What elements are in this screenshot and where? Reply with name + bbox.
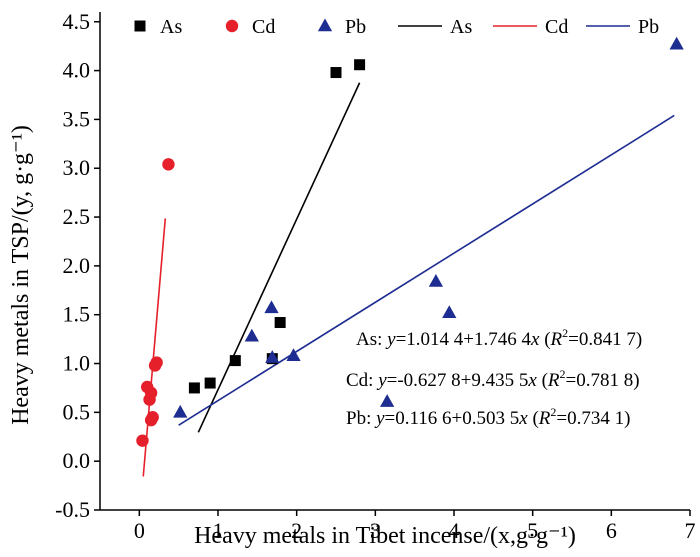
legend-marker-pb bbox=[317, 18, 333, 32]
legend-marker-as bbox=[134, 20, 146, 32]
x-axis-title: Heavy metals in Tibet incense/(x,g·g⁻¹) bbox=[194, 523, 576, 549]
y-tick-label: 0.0 bbox=[63, 448, 91, 473]
legend-label: As bbox=[160, 16, 182, 38]
y-tick-label: 1.0 bbox=[63, 351, 91, 376]
data-point-pb bbox=[244, 328, 259, 342]
x-tick-label: 3 bbox=[370, 518, 381, 543]
data-point-pb bbox=[669, 36, 684, 50]
x-tick-label: 6 bbox=[606, 518, 617, 543]
x-tick-label: 2 bbox=[291, 518, 302, 543]
data-point-cd bbox=[150, 356, 163, 369]
data-points bbox=[136, 36, 684, 447]
data-point-as bbox=[204, 377, 216, 389]
data-point-pb bbox=[380, 394, 395, 407]
y-tick-label: 2.5 bbox=[63, 204, 91, 229]
data-point-cd bbox=[162, 158, 175, 171]
y-tick-label: 3.5 bbox=[63, 106, 91, 131]
y-tick-label: 4.5 bbox=[63, 9, 91, 34]
fit-line-as bbox=[197, 82, 361, 433]
legend-label: Cd bbox=[252, 16, 275, 38]
x-tick-label: 1 bbox=[213, 518, 224, 543]
data-point-as bbox=[274, 317, 286, 329]
data-point-as bbox=[354, 59, 366, 71]
equation-as: As: y=1.014 4+1.746 4x (R2=0.841 7) bbox=[356, 326, 642, 350]
legend-marker-cd bbox=[225, 19, 239, 33]
equation-pb: Pb: y=0.116 6+0.503 5x (R2=0.734 1) bbox=[346, 405, 630, 429]
x-tick-label: 7 bbox=[685, 518, 696, 543]
legend-label: Cd bbox=[545, 16, 568, 38]
data-point-pb bbox=[264, 300, 279, 314]
data-point-cd bbox=[146, 411, 159, 424]
y-tick-label: 4.0 bbox=[63, 58, 91, 83]
y-tick-label: 1.5 bbox=[63, 302, 91, 327]
data-point-pb bbox=[173, 404, 188, 418]
y-tick-label: 3.0 bbox=[63, 155, 91, 180]
fit-line-pb bbox=[178, 114, 675, 426]
data-point-pb bbox=[265, 350, 280, 363]
data-point-pb bbox=[428, 274, 444, 287]
legend-label: Pb bbox=[345, 16, 366, 38]
data-point-cd bbox=[136, 434, 149, 447]
y-tick-label: 0.5 bbox=[63, 399, 91, 424]
y-tick-label: 2.0 bbox=[63, 253, 91, 278]
data-point-as bbox=[188, 382, 200, 394]
equation-cd: Cd: y=-0.627 8+9.435 5x (R2=0.781 8) bbox=[346, 367, 640, 391]
data-point-cd bbox=[144, 386, 158, 400]
x-tick-label: 4 bbox=[449, 518, 460, 543]
data-point-as bbox=[330, 67, 342, 79]
legend-label: As bbox=[450, 16, 472, 38]
y-axis-title: Heavy metals in TSP/(y, g·g⁻¹) bbox=[8, 125, 34, 425]
x-tick-label: 0 bbox=[134, 518, 145, 543]
fit-line-cd bbox=[142, 218, 167, 477]
data-point-as bbox=[229, 355, 241, 367]
y-tick-label: -0.5 bbox=[55, 497, 90, 522]
data-point-pb bbox=[286, 348, 301, 361]
legend-label: Pb bbox=[638, 16, 659, 38]
axes: 0 1 2 3 4 5 6 7 -0.5 0.0 0.5 1.0 1.5 2.0 2.5 3.0 3.5 4.0 4… bbox=[55, 9, 695, 543]
x-tick-label: 5 bbox=[527, 518, 538, 543]
legend: As Cd Pb As Cd Pb bbox=[134, 16, 659, 38]
data-point-pb bbox=[442, 305, 457, 319]
fit-lines bbox=[142, 82, 675, 477]
